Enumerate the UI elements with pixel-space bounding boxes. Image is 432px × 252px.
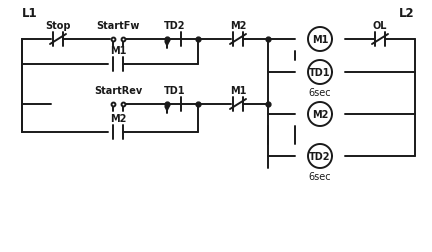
Text: TD1: TD1 bbox=[309, 68, 331, 78]
Text: M2: M2 bbox=[230, 21, 246, 31]
Text: TD2: TD2 bbox=[164, 21, 186, 31]
Text: 6sec: 6sec bbox=[309, 88, 331, 98]
Text: TD2: TD2 bbox=[309, 151, 331, 161]
Text: Stop: Stop bbox=[45, 21, 71, 31]
Text: 6sec: 6sec bbox=[309, 171, 331, 181]
Text: M1: M1 bbox=[110, 46, 126, 56]
Text: L2: L2 bbox=[399, 7, 415, 20]
Text: OL: OL bbox=[373, 21, 387, 31]
Text: M1: M1 bbox=[312, 35, 328, 45]
Text: M1: M1 bbox=[230, 86, 246, 96]
Text: TD1: TD1 bbox=[164, 86, 186, 96]
Text: StartRev: StartRev bbox=[94, 86, 142, 96]
Text: L1: L1 bbox=[22, 7, 38, 20]
Text: M2: M2 bbox=[312, 110, 328, 119]
Text: M2: M2 bbox=[110, 114, 126, 123]
Text: StartFw: StartFw bbox=[96, 21, 140, 31]
